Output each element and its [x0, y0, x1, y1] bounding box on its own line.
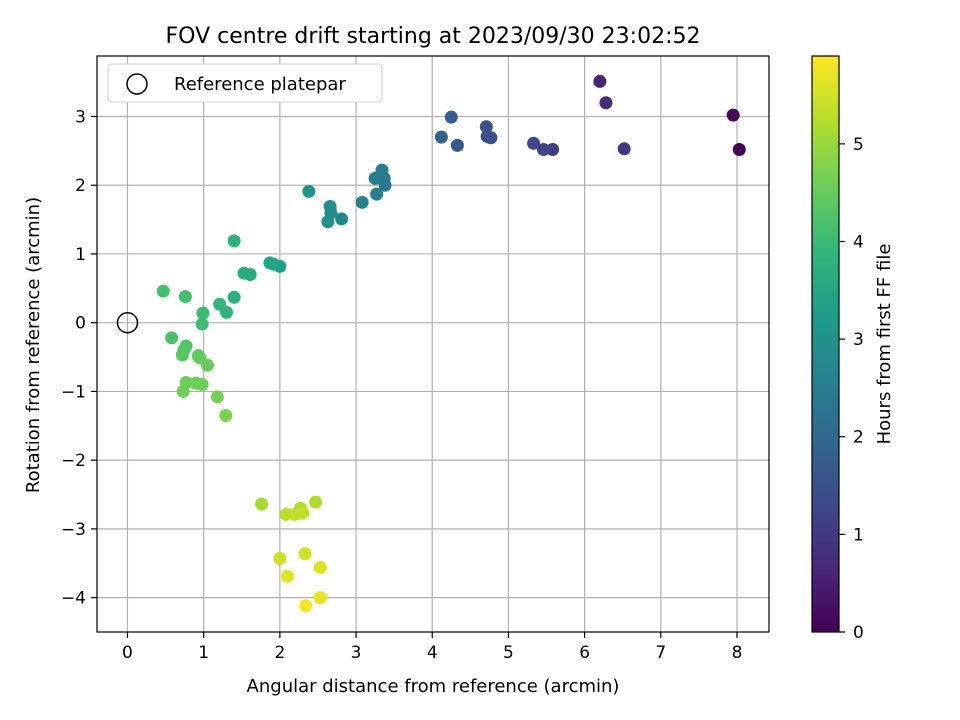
x-tick-label: 8: [732, 643, 743, 663]
scatter-point: [255, 497, 269, 511]
colorbar-tick-label: 1: [853, 525, 864, 545]
x-tick-label: 3: [351, 643, 362, 663]
scatter-point: [178, 290, 192, 304]
y-tick-label: 0: [75, 314, 86, 334]
x-axis-label: Angular distance from reference (arcmin): [247, 676, 620, 697]
scatter-point: [599, 96, 613, 110]
colorbar-tick-label: 4: [853, 232, 864, 252]
colorbar-label: Hours from first FF file: [874, 244, 895, 445]
scatter-point: [213, 297, 227, 311]
x-tick-label: 4: [427, 643, 438, 663]
scatter-point: [450, 138, 464, 152]
scatter-point: [593, 74, 607, 88]
scatter-point: [263, 256, 277, 270]
scatter-point: [210, 390, 224, 404]
y-tick-label: −2: [61, 451, 86, 471]
x-tick-label: 0: [122, 643, 133, 663]
colorbar-tick-label: 3: [853, 330, 864, 350]
scatter-point: [237, 266, 251, 280]
scatter-point: [444, 110, 458, 124]
scatter-point: [195, 317, 209, 331]
scatter-point: [480, 129, 494, 143]
x-tick-label: 6: [579, 643, 590, 663]
scatter-point: [156, 284, 170, 298]
colorbar-tick-label: 0: [853, 623, 864, 643]
y-tick-label: −3: [61, 520, 86, 540]
plot-frame: [96, 55, 770, 633]
legend-box: [107, 63, 383, 103]
legend-entry-reference-platepar: Reference platepar: [174, 74, 346, 95]
scatter-point: [313, 591, 327, 605]
scatter-point: [368, 171, 382, 185]
y-tick-label: 1: [75, 245, 86, 265]
scatter-point: [313, 560, 327, 574]
x-tick-label: 1: [198, 643, 209, 663]
scatter-point: [309, 495, 323, 509]
y-tick-label: 3: [75, 107, 86, 127]
scatter-point: [227, 290, 241, 304]
scatter-point: [175, 348, 189, 362]
y-tick-label: −1: [61, 382, 86, 402]
x-tick-label: 5: [503, 643, 514, 663]
scatter-point: [732, 142, 746, 156]
colorbar-tick-label: 5: [853, 135, 864, 155]
scatter-point: [165, 331, 179, 345]
scatter-point: [273, 551, 287, 565]
scatter-point: [370, 187, 384, 201]
scatter-point: [434, 130, 448, 144]
legend-reference-marker: [126, 73, 148, 95]
scatter-point: [200, 358, 214, 372]
y-axis-label: Rotation from reference (arcmin): [23, 197, 44, 493]
scatter-point: [323, 200, 337, 214]
scatter-point: [302, 184, 316, 198]
scatter-point: [280, 569, 294, 583]
scatter-point: [355, 195, 369, 209]
scatter-point: [219, 408, 233, 422]
scatter-point: [296, 506, 310, 520]
scatter-points: [156, 74, 746, 613]
x-tick-label: 7: [655, 643, 666, 663]
colorbar-gradient: [811, 55, 840, 633]
colorbar-ticks: 0 1 2 3 4 5: [839, 135, 864, 643]
scatter-point: [479, 120, 493, 134]
scatter-point: [617, 142, 631, 156]
y-tick-label: 2: [75, 176, 86, 196]
scatter-point: [299, 599, 313, 613]
scatter-point: [335, 212, 349, 226]
scatter-point: [176, 384, 190, 398]
scatter-point: [536, 142, 550, 156]
scatter-point: [298, 547, 312, 561]
scatter-point: [227, 234, 241, 248]
axis-ticks: 0 1 2 3 4 5 6 7 8 −4 −3 −2 −1 0 1 2 3: [61, 107, 742, 663]
scatter-point: [527, 136, 541, 150]
chart-title: FOV centre drift starting at 2023/09/30 …: [166, 24, 701, 49]
x-tick-label: 2: [274, 643, 285, 663]
grid-lines: [97, 56, 769, 632]
colorbar-tick-label: 2: [853, 428, 864, 448]
reference-platepar-marker: [116, 311, 139, 334]
scatter-point: [195, 378, 209, 392]
scatter-point: [321, 215, 335, 229]
scatter-point: [196, 306, 210, 320]
colorbar: 0 1 2 3 4 5 Hours from first FF file: [811, 55, 895, 643]
scatter-point: [726, 108, 740, 122]
legend: Reference platepar: [107, 63, 383, 103]
scatter-point: [546, 142, 560, 156]
y-tick-label: −4: [61, 589, 86, 609]
